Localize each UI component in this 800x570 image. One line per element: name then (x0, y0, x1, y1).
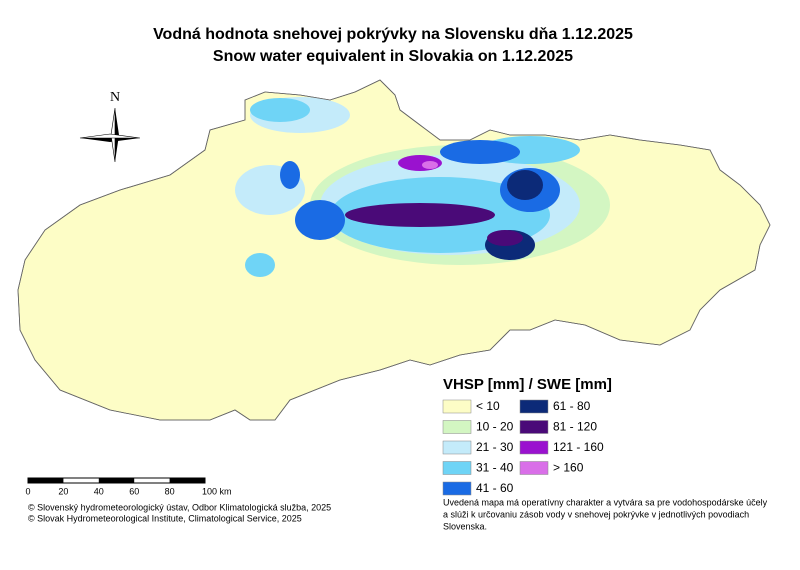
credit-line: © Slovak Hydrometeorological Institute, … (28, 513, 302, 523)
snow-zone (345, 203, 495, 227)
subtitle: Snow water equivalent in Slovakia on 1.1… (213, 48, 573, 65)
note-line: a slúži k určovaniu zásob vody v snehove… (443, 509, 749, 519)
legend-label: 41 - 60 (476, 481, 514, 495)
legend-title: VHSP [mm] / SWE [mm] (443, 376, 612, 393)
scale-label: 40 (94, 486, 104, 496)
note-line: Uvedená mapa má operatívny charakter a v… (443, 497, 768, 507)
legend-label: 61 - 80 (553, 399, 591, 413)
snow-zone (422, 161, 438, 169)
note-line: Slovenska. (443, 521, 487, 531)
scale-label: 100 km (202, 486, 232, 496)
scale-bar: 0 20 40 60 80 100 km (25, 477, 232, 496)
legend: < 10 10 - 20 21 - 30 31 - 40 41 - 60 61 - 80 8… (442, 399, 604, 496)
legend-label: > 160 (553, 461, 584, 475)
legend-label: 21 - 30 (476, 440, 514, 454)
legend-swatch (519, 461, 549, 475)
legend-swatch (442, 420, 472, 434)
title: Vodná hodnota snehovej pokrývky na Slove… (153, 26, 633, 43)
legend-swatch (442, 461, 472, 475)
snow-zone (280, 161, 300, 189)
snow-zone (487, 230, 523, 246)
snow-zone (507, 170, 543, 200)
legend-swatch (442, 440, 472, 455)
country-outline (17, 79, 771, 421)
legend-swatch (519, 440, 549, 455)
legend-swatch (442, 399, 472, 414)
legend-swatch (442, 481, 472, 496)
legend-label: 31 - 40 (476, 461, 514, 475)
snow-zone (250, 98, 310, 122)
snow-zone (245, 253, 275, 277)
legend-label: < 10 (476, 399, 500, 413)
scale-label: 60 (129, 486, 139, 496)
legend-swatch (519, 399, 549, 414)
map-area (17, 79, 771, 421)
scale-label: 20 (58, 486, 68, 496)
north-label: N (110, 90, 120, 105)
legend-label: 81 - 120 (553, 420, 597, 434)
credits: © Slovenský hydrometeorologický ústav, O… (28, 502, 331, 523)
scale-label: 0 (25, 486, 30, 496)
legend-swatch (519, 420, 549, 434)
legend-label: 10 - 20 (476, 420, 514, 434)
snow-zone (440, 140, 520, 164)
credit-line: © Slovenský hydrometeorologický ústav, O… (28, 502, 331, 512)
snow-zone (295, 200, 345, 240)
scale-label: 80 (165, 486, 175, 496)
north-arrow: N (79, 90, 141, 163)
legend-label: 121 - 160 (553, 440, 604, 454)
note: Uvedená mapa má operatívny charakter a v… (443, 497, 768, 531)
